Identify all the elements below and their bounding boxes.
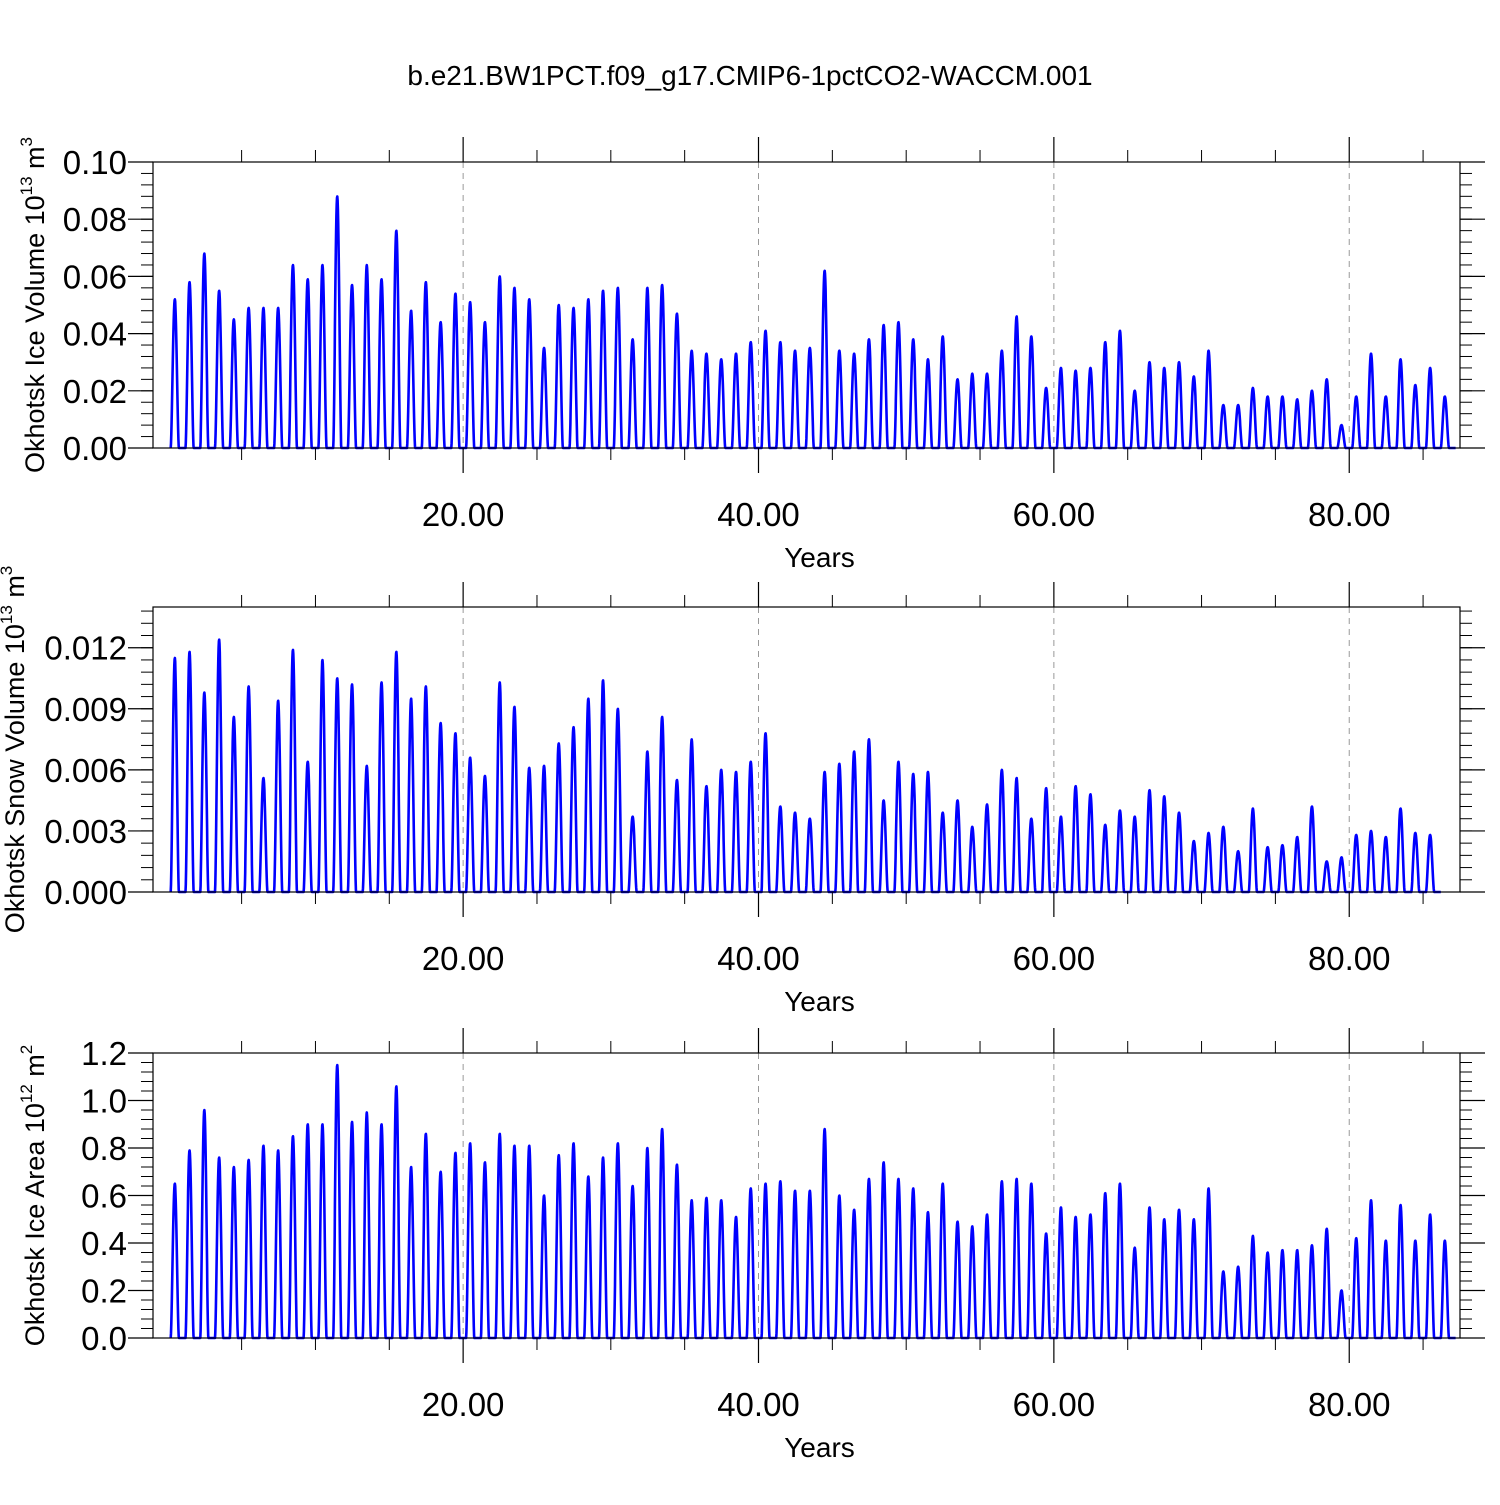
y-tick-label: 0.009: [44, 691, 127, 728]
y-tick-label: 1.2: [81, 1035, 127, 1072]
x-tick-label: 80.00: [1308, 1386, 1391, 1423]
x-tick-label: 40.00: [717, 496, 800, 533]
chart-panel-3: 0.0 0.2 0.4 0.6 0.8 1.0 1.2 20.00 40.00 60.00 80.0…: [17, 1028, 1485, 1463]
plot-frame: [152, 606, 1461, 893]
y-tick-label: 0.006: [44, 752, 127, 789]
y-tick-label: 0.000: [44, 874, 127, 911]
y-tick-label: 0.10: [63, 144, 127, 181]
x-axis-label: Years: [784, 542, 855, 573]
x-axis-label: Years: [784, 1432, 855, 1463]
x-tick-label: 60.00: [1013, 496, 1096, 533]
series-line: [169, 195, 1457, 450]
y-axis-label: Okhotsk Ice Volume 1013 m3: [17, 137, 50, 473]
chart-panel-1: 0.00 0.02 0.04 0.06 0.08 0.10 20.00 40.00 60.00 8…: [17, 137, 1485, 573]
x-tick-label: 80.00: [1308, 496, 1391, 533]
y-tick-label: 0.06: [63, 258, 127, 295]
x-axis-label: Years: [784, 986, 855, 1017]
x-tick-label: 20.00: [422, 1386, 505, 1423]
x-tick-label: 40.00: [717, 940, 800, 977]
x-tick-label: 40.00: [717, 1386, 800, 1423]
y-tick-label: 0.0: [81, 1320, 127, 1357]
y-tick-label: 0.8: [81, 1130, 127, 1167]
x-tick-label: 20.00: [422, 940, 505, 977]
y-tick-label: 0.4: [81, 1225, 127, 1262]
x-tick-label: 60.00: [1013, 1386, 1096, 1423]
series-line: [169, 638, 1442, 894]
x-tick-label: 60.00: [1013, 940, 1096, 977]
x-tick-label: 80.00: [1308, 940, 1391, 977]
y-tick-label: 0.08: [63, 201, 127, 238]
plot-frame: [152, 161, 1461, 449]
y-axis-label: Okhotsk Snow Volume 1013 m3: [0, 566, 30, 934]
chart-title: b.e21.BW1PCT.f09_g17.CMIP6-1pctCO2-WACCM…: [407, 60, 1092, 91]
series-line: [169, 1063, 1457, 1340]
y-tick-label: 0.003: [44, 813, 127, 850]
y-tick-label: 0.012: [44, 630, 127, 667]
x-tick-label: 20.00: [422, 496, 505, 533]
y-axis-label: Okhotsk Ice Area 1012 m2: [17, 1045, 50, 1347]
y-tick-label: 0.6: [81, 1178, 127, 1215]
y-tick-label: 0.00: [63, 430, 127, 467]
y-tick-label: 0.04: [63, 316, 127, 353]
y-tick-label: 1.0: [81, 1083, 127, 1120]
chart-panel-2: 0.000 0.003 0.006 0.009 0.012 20.00 40.00 60.00…: [0, 566, 1485, 1017]
y-tick-label: 0.2: [81, 1273, 127, 1310]
y-tick-label: 0.02: [63, 373, 127, 410]
